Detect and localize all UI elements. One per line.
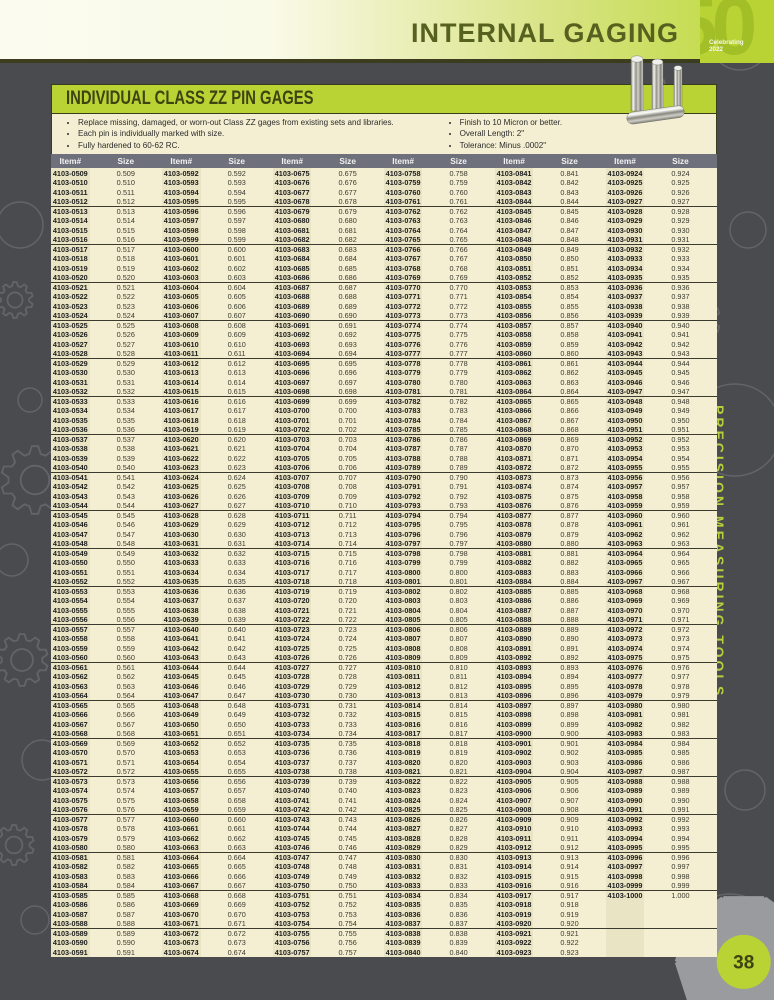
svg-text:38: 38: [733, 952, 754, 973]
